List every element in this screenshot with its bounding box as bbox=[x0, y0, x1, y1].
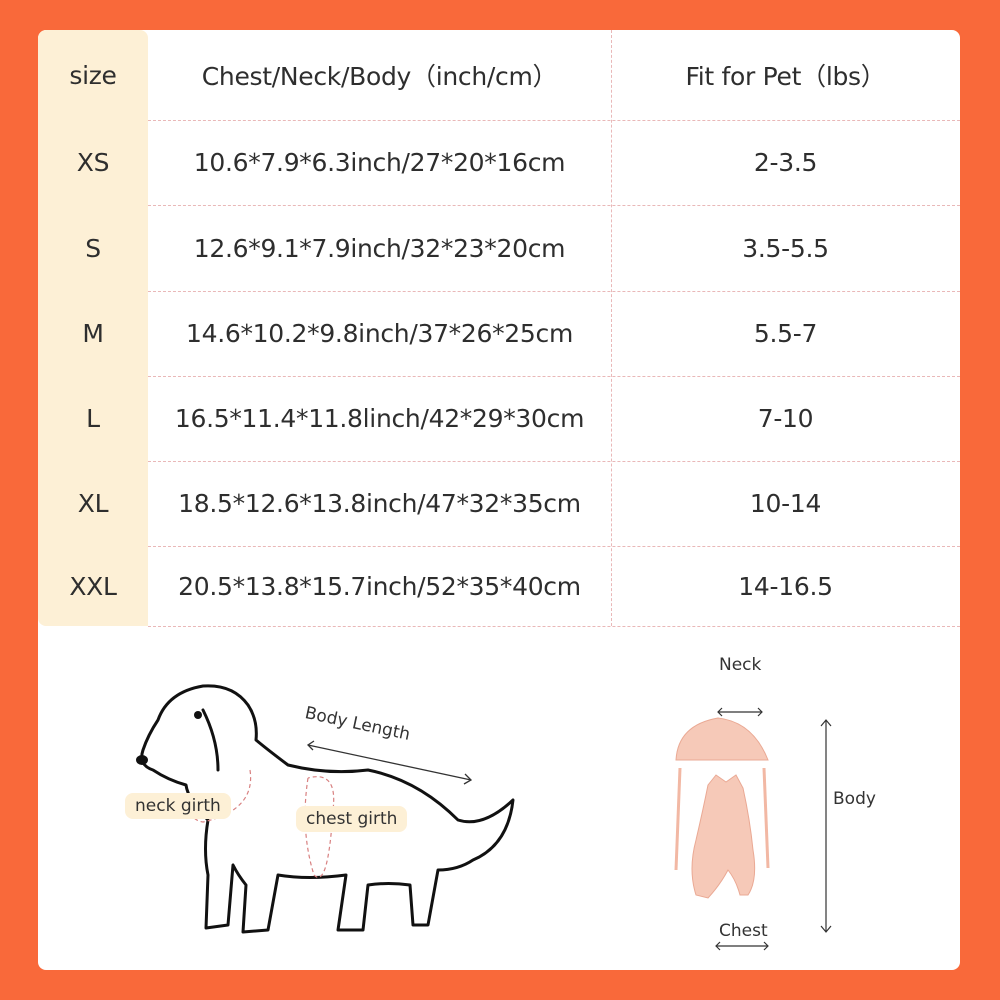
row-divider bbox=[148, 291, 960, 292]
neck-label: Neck bbox=[719, 655, 762, 675]
dog-eye bbox=[194, 711, 202, 719]
neck-girth-label: neck girth bbox=[125, 793, 231, 819]
garment-hat bbox=[675, 717, 769, 761]
body-label: Body bbox=[833, 789, 876, 809]
table-row: L 16.5*11.4*11.8linch/42*29*30cm 7-10 bbox=[38, 376, 960, 461]
body-length-arrow bbox=[306, 740, 473, 785]
measure-cell: 10.6*7.9*6.3inch/27*20*16cm bbox=[193, 148, 566, 177]
row-divider bbox=[148, 205, 960, 206]
neck-arrow bbox=[717, 707, 763, 717]
size-cell: S bbox=[85, 233, 101, 263]
chest-arrow bbox=[715, 941, 769, 951]
header-fit: Fit for Pet（lbs） bbox=[685, 62, 886, 91]
table-row: S 12.6*9.1*7.9inch/32*23*20cm 3.5-5.5 bbox=[38, 205, 960, 291]
table-header: size Chest/Neck/Body（inch/cm） Fit for Pe… bbox=[38, 30, 960, 120]
chest-girth-label: chest girth bbox=[296, 806, 408, 832]
dog-nose bbox=[136, 755, 148, 765]
size-cell: M bbox=[82, 319, 104, 348]
row-divider bbox=[148, 120, 960, 121]
measure-cell: 12.6*9.1*7.9inch/32*23*20cm bbox=[193, 233, 566, 263]
size-chart-card: size Chest/Neck/Body（inch/cm） Fit for Pe… bbox=[38, 30, 960, 970]
size-cell: XXL bbox=[69, 571, 117, 601]
fit-cell: 3.5-5.5 bbox=[742, 233, 829, 263]
header-measurements: Chest/Neck/Body（inch/cm） bbox=[201, 62, 558, 91]
body-arrow bbox=[820, 719, 832, 933]
fit-cell: 10-14 bbox=[749, 489, 822, 518]
size-cell: XS bbox=[76, 148, 110, 177]
garment-illustration bbox=[674, 707, 832, 951]
row-divider bbox=[148, 546, 960, 547]
dog-illustration bbox=[136, 684, 515, 934]
table-row: XL 18.5*12.6*13.8inch/47*32*35cm 10-14 bbox=[38, 461, 960, 546]
row-divider bbox=[148, 626, 960, 627]
table-row: XXL 20.5*13.8*15.7inch/52*35*40cm 14-16.… bbox=[38, 546, 960, 626]
garment-body bbox=[691, 774, 756, 899]
measure-cell: 18.5*12.6*13.8inch/47*32*35cm bbox=[178, 489, 581, 518]
chest-label: Chest bbox=[719, 921, 768, 941]
size-column-bg bbox=[38, 30, 148, 626]
measure-cell: 16.5*11.4*11.8linch/42*29*30cm bbox=[174, 404, 585, 433]
measure-cell: 14.6*10.2*9.8inch/37*26*25cm bbox=[185, 319, 574, 348]
header-size: size bbox=[69, 60, 117, 90]
chest-girth-line bbox=[304, 776, 335, 878]
fit-cell: 14-16.5 bbox=[738, 571, 833, 601]
measure-cell: 20.5*13.8*15.7inch/52*35*40cm bbox=[178, 571, 581, 601]
size-cell: L bbox=[86, 404, 100, 433]
column-divider bbox=[611, 30, 612, 626]
row-divider bbox=[148, 376, 960, 377]
size-cell: XL bbox=[77, 489, 109, 518]
row-divider bbox=[148, 461, 960, 462]
fit-cell: 7-10 bbox=[757, 404, 814, 433]
neck-girth-line bbox=[189, 769, 252, 823]
table-row: XS 10.6*7.9*6.3inch/27*20*16cm 2-3.5 bbox=[38, 120, 960, 205]
fit-cell: 2-3.5 bbox=[753, 148, 818, 177]
fit-cell: 5.5-7 bbox=[753, 319, 818, 348]
table-row: M 14.6*10.2*9.8inch/37*26*25cm 5.5-7 bbox=[38, 291, 960, 376]
